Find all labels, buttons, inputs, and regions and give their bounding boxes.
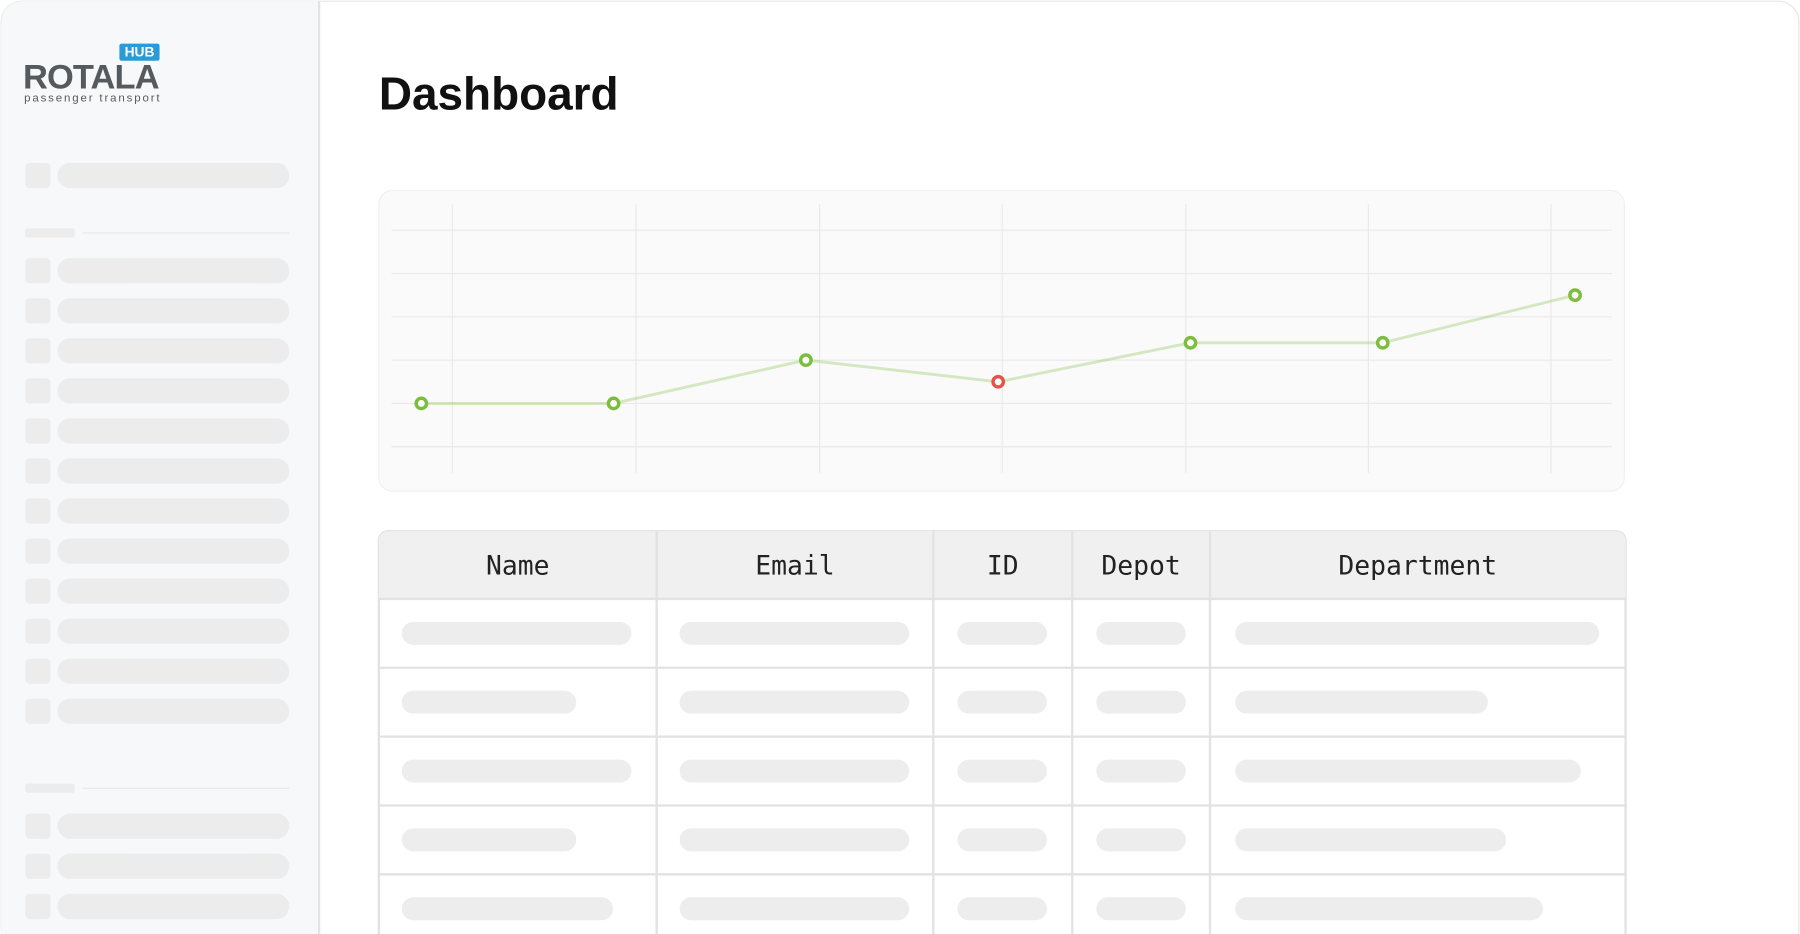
cell-placeholder (1235, 828, 1507, 852)
table-header: Email (755, 551, 834, 581)
cell-placeholder (679, 897, 910, 921)
cell-placeholder (679, 621, 910, 645)
table-header: ID (987, 551, 1019, 581)
nav-label-placeholder (57, 853, 290, 879)
cell-placeholder (957, 828, 1047, 852)
cell-placeholder (957, 690, 1047, 714)
table-header: Depot (1101, 551, 1180, 581)
nav-label-placeholder (57, 418, 290, 444)
table-header: Name (486, 551, 550, 581)
cell-placeholder (1235, 897, 1543, 921)
chart-point (799, 353, 813, 368)
cell-placeholder (1096, 690, 1186, 714)
cell-placeholder (1235, 759, 1581, 783)
nav-icon-placeholder (25, 578, 51, 604)
nav-icon-placeholder (25, 538, 51, 564)
nav-label-placeholder (57, 458, 290, 484)
nav-icon-placeholder (25, 458, 51, 484)
nav-label-placeholder (57, 618, 290, 644)
cell-placeholder (957, 759, 1047, 783)
nav-label-placeholder (57, 338, 290, 364)
logo-badge: HUB (125, 44, 155, 59)
chart-point (1375, 335, 1390, 350)
nav-icon-placeholder (25, 853, 51, 879)
cell-placeholder (1096, 759, 1186, 783)
nav-icon-placeholder (25, 298, 51, 324)
nav-icon-placeholder (25, 893, 51, 920)
cell-placeholder (1235, 690, 1488, 714)
section-placeholder (25, 783, 75, 793)
nav-label-placeholder (57, 893, 290, 920)
nav-label-placeholder (57, 538, 290, 564)
chart-point (414, 396, 429, 411)
nav-label-placeholder (57, 378, 290, 404)
nav-icon-placeholder (25, 618, 51, 644)
nav-icon-placeholder (25, 658, 51, 684)
chart-point (1568, 288, 1582, 303)
chart-point (991, 374, 1006, 389)
cell-placeholder (401, 897, 614, 921)
nav-icon-placeholder (25, 162, 51, 189)
nav-icon-placeholder (25, 498, 51, 524)
nav-label-placeholder (57, 258, 290, 284)
nav-icon-placeholder (25, 698, 51, 724)
logo-tagline: passenger transport (24, 93, 160, 105)
cell-placeholder (401, 621, 632, 645)
cell-placeholder (679, 759, 910, 783)
nav-icon-placeholder (25, 813, 51, 839)
cell-placeholder (679, 828, 910, 852)
logo-badge-bg (119, 43, 160, 61)
logo-name: ROTALA (23, 58, 160, 96)
cell-placeholder (401, 690, 577, 714)
cell-placeholder (1096, 828, 1186, 852)
nav-label-placeholder (57, 658, 290, 684)
nav-label-placeholder (57, 698, 290, 724)
cell-placeholder (401, 828, 577, 852)
table-header-bg (378, 531, 1626, 599)
nav-label-placeholder (57, 498, 290, 524)
chart-point (606, 396, 621, 411)
page-title: Dashboard (379, 68, 619, 120)
nav-label-placeholder (57, 578, 290, 604)
cell-placeholder (1096, 621, 1186, 645)
nav-icon-placeholder (25, 378, 51, 404)
cell-placeholder (1096, 897, 1186, 921)
cell-placeholder (401, 759, 632, 783)
section-placeholder (25, 228, 75, 238)
nav-icon-placeholder (25, 258, 51, 284)
nav-icon-placeholder (25, 418, 51, 444)
cell-placeholder (957, 897, 1047, 921)
table-header: Department (1338, 551, 1497, 581)
cell-placeholder (1235, 621, 1600, 645)
chart-point (1183, 335, 1198, 350)
nav-label-placeholder (57, 162, 290, 189)
cell-placeholder (957, 621, 1047, 645)
nav-icon-placeholder (25, 338, 51, 364)
nav-label-placeholder (57, 298, 290, 324)
cell-placeholder (679, 690, 910, 714)
nav-label-placeholder (57, 813, 290, 839)
